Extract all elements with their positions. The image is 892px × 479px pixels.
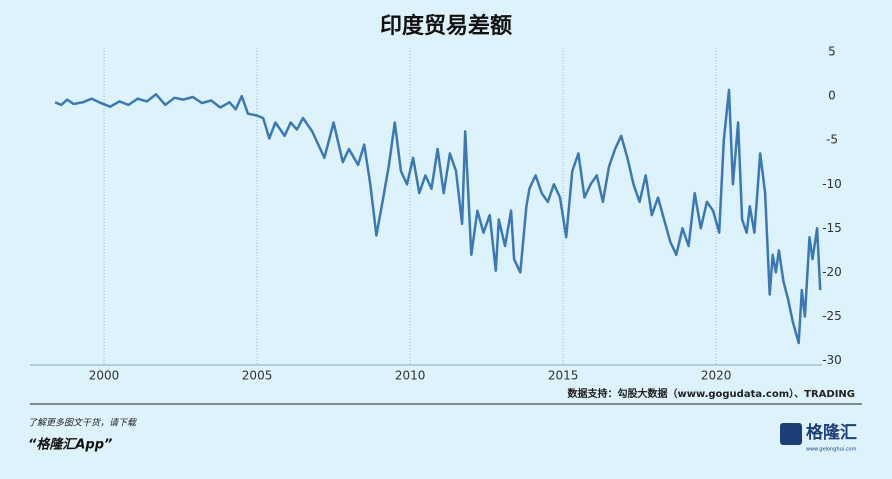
footer-app: “格隆汇App” — [28, 437, 112, 453]
logo: 格隆汇 — [806, 422, 857, 443]
x-tick-label: 2010 — [395, 369, 426, 383]
y-tick-label: -10 — [822, 177, 842, 191]
y-tick-label: -5 — [826, 133, 838, 147]
y-tick-label: -30 — [822, 353, 842, 367]
x-tick-label: 2015 — [548, 369, 579, 383]
x-tick-label: 2000 — [89, 369, 120, 383]
y-tick-label: -20 — [822, 265, 842, 279]
data-line — [54, 88, 822, 345]
y-tick-label: 0 — [828, 89, 836, 103]
y-tick-label: -15 — [822, 221, 842, 235]
logo-icon — [780, 423, 802, 445]
source: 数据支持：勾股大数据（www.gogudata.com）、TRADING — [568, 387, 856, 400]
x-tick-label: 2005 — [242, 369, 273, 383]
y-tick-label: -25 — [822, 309, 842, 323]
y-tick-label: 5 — [828, 45, 836, 59]
chart-title: 印度贸易差额 — [380, 13, 512, 39]
x-tick-label: 2020 — [701, 369, 732, 383]
logo-url: www.gelonghui.com — [806, 447, 857, 453]
footer-note: 了解更多图文干货，请下载 — [28, 418, 137, 429]
